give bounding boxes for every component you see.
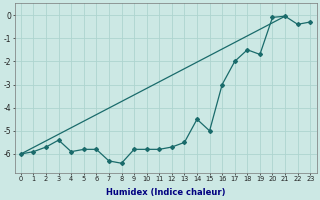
X-axis label: Humidex (Indice chaleur): Humidex (Indice chaleur) (106, 188, 225, 197)
